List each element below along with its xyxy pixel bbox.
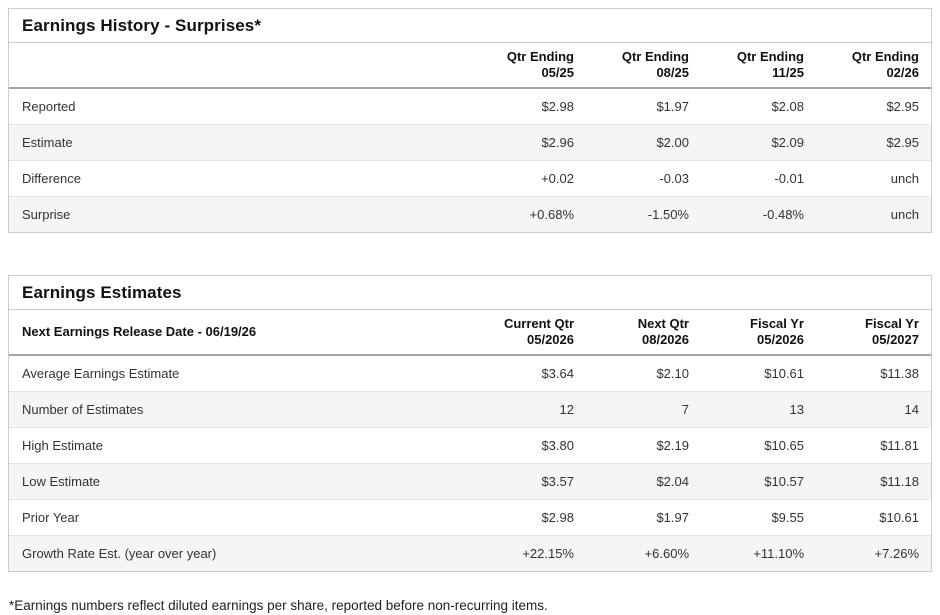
earnings-history-title: Earnings History - Surprises*	[9, 9, 931, 43]
cell-value: $2.95	[886, 98, 919, 114]
column-header: Qtr Ending 05/25	[471, 43, 586, 89]
column-header-line2: 08/2026	[642, 332, 689, 347]
column-header-line2: 11/25	[772, 65, 804, 80]
corner-cell	[9, 43, 471, 89]
earnings-estimates-table: Next Earnings Release Date - 06/19/26 Cu…	[9, 310, 931, 571]
row-label: Prior Year	[9, 498, 471, 535]
cell-value: +0.68%	[471, 195, 586, 232]
cell-value: $2.09	[701, 123, 816, 160]
column-header-line1: Qtr Ending	[506, 49, 574, 64]
table-row-low-estimate: Low Estimate $3.57 $2.04 $10.57 $11.18	[9, 462, 931, 499]
table-row-estimate: Estimate $2.96 $2.00 $2.09 $2.95	[9, 123, 931, 160]
earnings-estimates-title: Earnings Estimates	[9, 276, 931, 310]
cell-value: $10.65	[701, 426, 816, 463]
row-label: High Estimate	[9, 426, 471, 463]
cell-value: 13	[701, 390, 816, 427]
column-header: Qtr Ending 02/26	[816, 43, 931, 89]
cell-value: $10.61	[764, 365, 804, 381]
column-header-line1: Qtr Ending	[621, 49, 689, 64]
cell-value: $1.97	[586, 498, 701, 535]
table-row-reported: Reported $2.98 $1.97 $2.08 $2.95	[9, 88, 931, 124]
column-header-line1: Fiscal Yr	[750, 316, 804, 331]
table-row-prior-year: Prior Year $2.98 $1.97 $9.55 $10.61	[9, 498, 931, 535]
earnings-footnote: *Earnings numbers reflect diluted earnin…	[9, 598, 548, 613]
cell-value: unch	[816, 195, 931, 232]
cell-value: $2.19	[586, 426, 701, 463]
cell-value: $3.80	[471, 426, 586, 463]
column-header: Qtr Ending 11/25	[701, 43, 816, 89]
column-header-line2: 08/25	[656, 65, 689, 80]
earnings-history-header-row: Qtr Ending 05/25 Qtr Ending 08/25 Qtr En…	[9, 43, 931, 89]
row-label: Number of Estimates	[9, 390, 471, 427]
table-row-surprise: Surprise +0.68% -1.50% -0.48% unch	[9, 195, 931, 232]
column-header-line1: Current Qtr	[503, 316, 574, 331]
column-header-line1: Next Qtr	[637, 316, 689, 331]
cell-value: +6.60%	[586, 534, 701, 571]
column-header-line1: Fiscal Yr	[865, 316, 919, 331]
cell-value: +0.02	[471, 159, 586, 196]
row-label: Estimate	[9, 123, 471, 160]
column-header: Fiscal Yr 05/2026	[701, 310, 816, 356]
cell-value: $2.04	[586, 462, 701, 499]
earnings-history-card: Earnings History - Surprises* Qtr Ending…	[8, 8, 932, 233]
cell-value: $9.55	[701, 498, 816, 535]
cell-value: unch	[816, 159, 931, 196]
cell-value: $3.57	[471, 462, 586, 499]
cell-value: $2.98	[471, 498, 586, 535]
column-header: Current Qtr 05/2026	[471, 310, 586, 356]
table-row-high-estimate: High Estimate $3.80 $2.19 $10.65 $11.81	[9, 426, 931, 463]
cell-value: $2.98	[541, 98, 574, 114]
cell-value: $10.61	[816, 498, 931, 535]
cell-value: -0.01	[701, 159, 816, 196]
cell-value: $11.38	[880, 365, 919, 381]
row-label: Growth Rate Est. (year over year)	[9, 534, 471, 571]
column-header-line1: Qtr Ending	[736, 49, 804, 64]
column-header: Qtr Ending 08/25	[586, 43, 701, 89]
next-earnings-release-date: Next Earnings Release Date - 06/19/26	[9, 310, 471, 356]
row-label: Reported	[22, 98, 76, 114]
table-row-growth-rate-est: Growth Rate Est. (year over year) +22.15…	[9, 534, 931, 571]
cell-value: +7.26%	[816, 534, 931, 571]
cell-value: -1.50%	[586, 195, 701, 232]
row-label: Difference	[9, 159, 471, 196]
earnings-history-table: Qtr Ending 05/25 Qtr Ending 08/25 Qtr En…	[9, 43, 931, 232]
cell-value: $3.64	[541, 365, 574, 381]
cell-value: $2.10	[656, 365, 689, 381]
column-header-line2: 05/2026	[527, 332, 574, 347]
column-header-line2: 05/25	[541, 65, 574, 80]
row-label: Low Estimate	[9, 462, 471, 499]
cell-value: $11.81	[816, 426, 931, 463]
column-header-line2: 02/26	[886, 65, 919, 80]
column-header: Fiscal Yr 05/2027	[816, 310, 931, 356]
cell-value: $2.95	[816, 123, 931, 160]
earnings-estimates-card: Earnings Estimates Next Earnings Release…	[8, 275, 932, 572]
column-header-line1: Qtr Ending	[851, 49, 919, 64]
cell-value: $1.97	[656, 98, 689, 114]
cell-value: +11.10%	[701, 534, 816, 571]
cell-value: 14	[816, 390, 931, 427]
column-header-line2: 05/2027	[872, 332, 919, 347]
column-header: Next Qtr 08/2026	[586, 310, 701, 356]
cell-value: -0.03	[586, 159, 701, 196]
table-row-difference: Difference +0.02 -0.03 -0.01 unch	[9, 159, 931, 196]
table-row-number-of-estimates: Number of Estimates 12 7 13 14	[9, 390, 931, 427]
cell-value: $2.00	[586, 123, 701, 160]
cell-value: 12	[471, 390, 586, 427]
cell-value: $2.08	[771, 98, 804, 114]
cell-value: +22.15%	[471, 534, 586, 571]
row-label: Surprise	[9, 195, 471, 232]
cell-value: $2.96	[471, 123, 586, 160]
table-row-average-earnings-estimate: Average Earnings Estimate $3.64 $2.10 $1…	[9, 355, 931, 391]
cell-value: $11.18	[816, 462, 931, 499]
column-header-line2: 05/2026	[757, 332, 804, 347]
cell-value: 7	[586, 390, 701, 427]
earnings-estimates-header-row: Next Earnings Release Date - 06/19/26 Cu…	[9, 310, 931, 356]
cell-value: $10.57	[701, 462, 816, 499]
cell-value: -0.48%	[701, 195, 816, 232]
row-label: Average Earnings Estimate	[22, 365, 180, 381]
